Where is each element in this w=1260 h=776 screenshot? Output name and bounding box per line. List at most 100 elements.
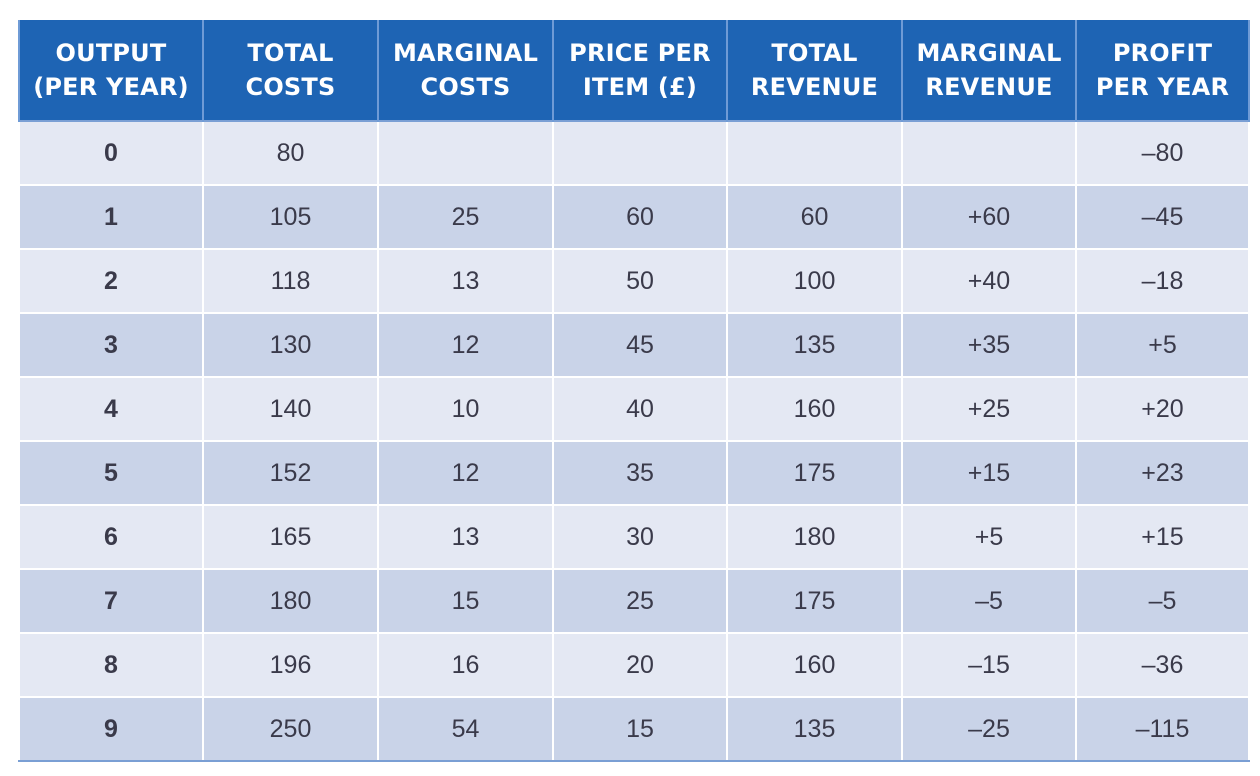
table-cell-output-per-year: 6	[18, 504, 204, 570]
table-cell-output-per-year: 2	[18, 248, 204, 314]
column-header-total-costs: TOTAL COSTS	[202, 20, 379, 121]
table-cell-profit-per-year: +23	[1075, 440, 1250, 506]
table-cell-output-per-year: 9	[18, 696, 204, 762]
table-cell-marginal-revenue: –15	[901, 632, 1077, 698]
column-header-output-per-year: OUTPUT (PER YEAR)	[18, 20, 204, 121]
table-row: 7 180 15 25 175 –5 –5	[18, 568, 1250, 634]
table-cell-profit-per-year: +15	[1075, 504, 1250, 570]
table-cell-price-per-item: 50	[552, 248, 728, 314]
table-cell-profit-per-year: –115	[1075, 696, 1250, 762]
table-cell-marginal-revenue: +15	[901, 440, 1077, 506]
table-cell-total-revenue: 175	[726, 440, 903, 506]
table-cell-marginal-costs: 25	[377, 184, 554, 250]
table-cell-total-costs: 118	[202, 248, 379, 314]
column-header-line: COSTS	[245, 73, 336, 101]
table-cell-marginal-costs: 10	[377, 376, 554, 442]
table-cell-profit-per-year: –45	[1075, 184, 1250, 250]
column-header-marginal-revenue: MARGINAL REVENUE	[901, 20, 1077, 121]
table-cell-marginal-revenue	[901, 120, 1077, 186]
table-cell-price-per-item: 30	[552, 504, 728, 570]
table-cell-price-per-item: 60	[552, 184, 728, 250]
column-header-line: TOTAL	[771, 39, 858, 67]
cost-revenue-profit-table: OUTPUT (PER YEAR) TOTAL COSTS MARGINAL COSTS P…	[18, 20, 1250, 762]
column-header-line: MARGINAL	[916, 39, 1062, 67]
table-cell-total-costs: 80	[202, 120, 379, 186]
column-header-line: ITEM (£)	[582, 73, 698, 101]
table-cell-total-costs: 180	[202, 568, 379, 634]
column-header-line: PRICE PER	[569, 39, 711, 67]
table-cell-profit-per-year: +5	[1075, 312, 1250, 378]
table-row: 2 118 13 50 100 +40 –18	[18, 248, 1250, 314]
table-row: 0 80 –80	[18, 120, 1250, 186]
table-header: OUTPUT (PER YEAR) TOTAL COSTS MARGINAL COSTS P…	[18, 20, 1250, 121]
table-cell-total-costs: 165	[202, 504, 379, 570]
table-cell-total-revenue: 175	[726, 568, 903, 634]
table-row: 1 105 25 60 60 +60 –45	[18, 184, 1250, 250]
table-cell-total-revenue	[726, 120, 903, 186]
table-cell-output-per-year: 3	[18, 312, 204, 378]
table-cell-total-costs: 140	[202, 376, 379, 442]
table-cell-profit-per-year: –18	[1075, 248, 1250, 314]
table-cell-output-per-year: 1	[18, 184, 204, 250]
table-row: 4 140 10 40 160 +25 +20	[18, 376, 1250, 442]
table-cell-marginal-costs	[377, 120, 554, 186]
column-header-total-revenue: TOTAL REVENUE	[726, 20, 903, 121]
table-cell-marginal-revenue: –5	[901, 568, 1077, 634]
table-cell-profit-per-year: –80	[1075, 120, 1250, 186]
column-header-line: PER YEAR	[1095, 73, 1230, 101]
table-cell-marginal-revenue: –25	[901, 696, 1077, 762]
table-cell-output-per-year: 4	[18, 376, 204, 442]
table-cell-total-revenue: 100	[726, 248, 903, 314]
table-cell-marginal-costs: 12	[377, 440, 554, 506]
column-header-line: REVENUE	[750, 73, 879, 101]
table-cell-marginal-costs: 13	[377, 504, 554, 570]
table-row: 9 250 54 15 135 –25 –115	[18, 696, 1250, 762]
column-header-price-per-item: PRICE PER ITEM (£)	[552, 20, 728, 121]
table-cell-output-per-year: 0	[18, 120, 204, 186]
table-cell-total-costs: 152	[202, 440, 379, 506]
table-row: 8 196 16 20 160 –15 –36	[18, 632, 1250, 698]
column-header-line: OUTPUT	[55, 39, 167, 67]
table-cell-total-revenue: 60	[726, 184, 903, 250]
table-cell-profit-per-year: +20	[1075, 376, 1250, 442]
column-header-marginal-costs: MARGINAL COSTS	[377, 20, 554, 121]
table-cell-marginal-costs: 16	[377, 632, 554, 698]
column-header-line: (PER YEAR)	[33, 73, 189, 101]
table-body: 0 80 –80 1 105 25 60 60 +60 –45 2 118 13 50 100 +40 –18 3…	[18, 120, 1250, 762]
table-row: 6 165 13 30 180 +5 +15	[18, 504, 1250, 570]
table-cell-price-per-item: 20	[552, 632, 728, 698]
table-cell-price-per-item: 25	[552, 568, 728, 634]
table-cell-price-per-item: 45	[552, 312, 728, 378]
column-header-line: TOTAL	[247, 39, 334, 67]
table-cell-marginal-costs: 15	[377, 568, 554, 634]
table-cell-profit-per-year: –36	[1075, 632, 1250, 698]
data-table-container: OUTPUT (PER YEAR) TOTAL COSTS MARGINAL COSTS P…	[18, 20, 1250, 762]
table-cell-total-costs: 196	[202, 632, 379, 698]
table-cell-total-costs: 130	[202, 312, 379, 378]
table-cell-total-revenue: 160	[726, 376, 903, 442]
table-cell-marginal-revenue: +25	[901, 376, 1077, 442]
table-cell-total-revenue: 180	[726, 504, 903, 570]
table-cell-marginal-costs: 12	[377, 312, 554, 378]
table-cell-price-per-item: 40	[552, 376, 728, 442]
column-header-line: REVENUE	[925, 73, 1053, 101]
table-cell-total-costs: 105	[202, 184, 379, 250]
table-cell-total-revenue: 135	[726, 312, 903, 378]
table-cell-price-per-item	[552, 120, 728, 186]
table-cell-marginal-costs: 13	[377, 248, 554, 314]
header-row: OUTPUT (PER YEAR) TOTAL COSTS MARGINAL COSTS P…	[18, 20, 1250, 121]
table-cell-marginal-revenue: +35	[901, 312, 1077, 378]
table-cell-price-per-item: 35	[552, 440, 728, 506]
table-cell-marginal-revenue: +60	[901, 184, 1077, 250]
table-cell-price-per-item: 15	[552, 696, 728, 762]
table-cell-profit-per-year: –5	[1075, 568, 1250, 634]
table-cell-total-revenue: 135	[726, 696, 903, 762]
table-cell-output-per-year: 5	[18, 440, 204, 506]
column-header-line: COSTS	[420, 73, 511, 101]
table-cell-marginal-revenue: +40	[901, 248, 1077, 314]
table-row: 3 130 12 45 135 +35 +5	[18, 312, 1250, 378]
table-cell-total-revenue: 160	[726, 632, 903, 698]
table-row: 5 152 12 35 175 +15 +23	[18, 440, 1250, 506]
table-cell-marginal-costs: 54	[377, 696, 554, 762]
column-header-line: PROFIT	[1112, 39, 1213, 67]
